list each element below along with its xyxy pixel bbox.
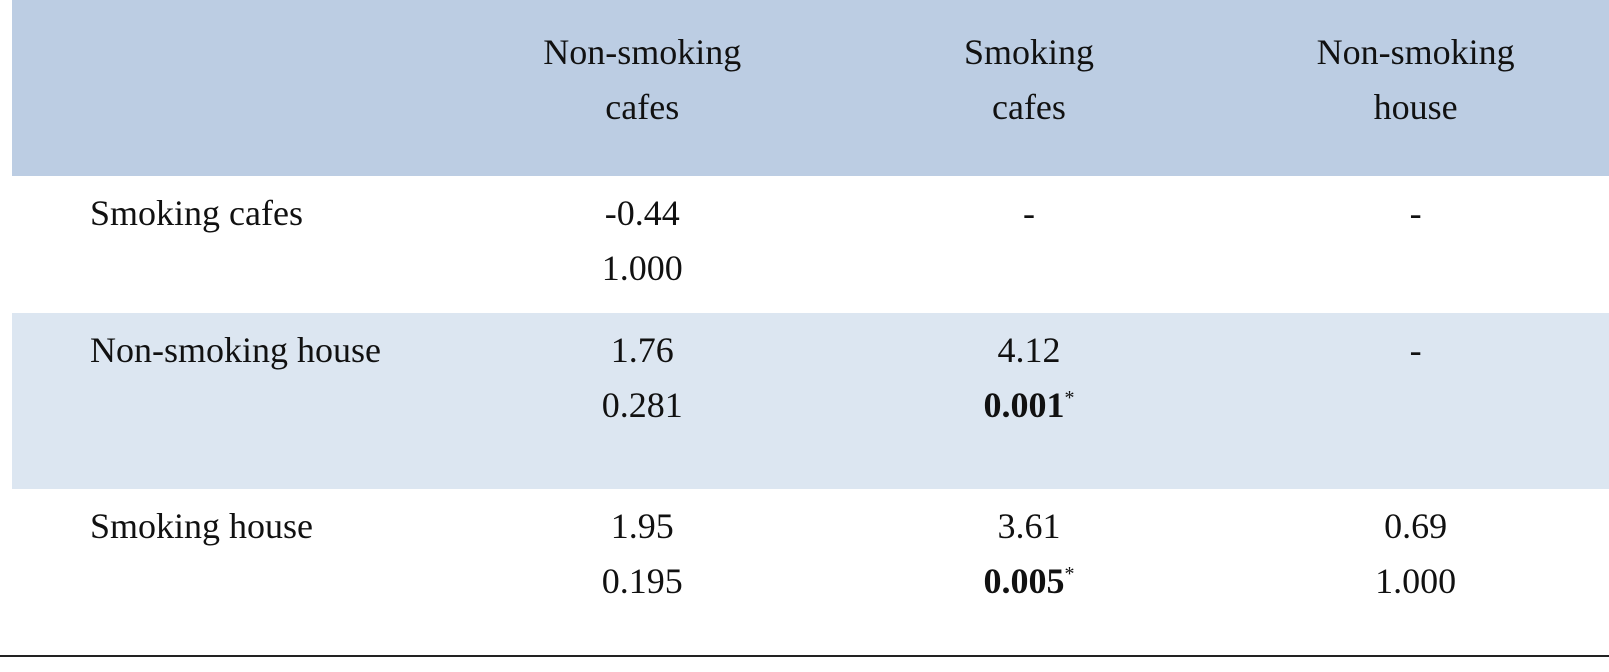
header-line: house — [1373, 87, 1458, 127]
table-cell: 1.76 0.281 — [449, 313, 836, 489]
table-row-smoking-house: Smoking house 1.95 0.195 3.61 0.005* 0.6… — [12, 489, 1609, 654]
table-row-smoking-cafes: Smoking cafes -0.44 1.000 - - — [12, 176, 1609, 313]
table-bottom-rule — [0, 655, 1609, 657]
significant-p-value: 0.005 — [983, 561, 1065, 601]
cell-p-value: 0.195 — [601, 561, 683, 601]
cell-p-value: 0.281 — [601, 385, 683, 425]
table-cell: - — [1222, 313, 1609, 489]
header-line: Smoking — [963, 32, 1094, 72]
header-line: cafes — [605, 87, 680, 127]
significance-marker: * — [1064, 563, 1075, 585]
table-cell: -0.44 1.000 — [449, 176, 836, 313]
cell-p-value-significant: 0.001* — [836, 378, 1223, 433]
cell-value: 1.76 — [610, 330, 674, 370]
table-cell: 4.12 0.001* — [836, 313, 1223, 489]
header-line: cafes — [991, 87, 1066, 127]
cell-p-value: 1.000 — [601, 248, 683, 288]
row-label: Smoking house — [90, 506, 314, 546]
cell-value: 0.69 — [1384, 506, 1448, 546]
header-row-label — [12, 0, 449, 176]
cell-p-value-significant: 0.005* — [836, 554, 1223, 609]
table-header-row: Non-smoking cafes Smoking cafes Non-smok… — [12, 0, 1609, 176]
cell-value: - — [1409, 330, 1422, 370]
header-non-smoking-cafes: Non-smoking cafes — [449, 0, 836, 176]
table-cell: 1.95 0.195 — [449, 489, 836, 654]
cell-value: - — [1022, 193, 1035, 233]
significant-p-value: 0.001 — [983, 385, 1065, 425]
header-smoking-cafes: Smoking cafes — [836, 0, 1223, 176]
header-line: Non-smoking — [1316, 32, 1515, 72]
table-row-non-smoking-house: Non-smoking house 1.76 0.281 4.12 0.001*… — [12, 313, 1609, 489]
header-line: Non-smoking — [543, 32, 742, 72]
cell-value: 4.12 — [997, 330, 1061, 370]
header-non-smoking-house: Non-smoking house — [1222, 0, 1609, 176]
table-cell: - — [836, 176, 1223, 313]
table-cell: - — [1222, 176, 1609, 313]
significance-marker: * — [1064, 387, 1075, 409]
comparison-table: Non-smoking cafes Smoking cafes Non-smok… — [12, 0, 1609, 654]
row-label: Smoking cafes — [90, 193, 303, 233]
cell-value: 3.61 — [997, 506, 1061, 546]
table-cell: 3.61 0.005* — [836, 489, 1223, 654]
table-cell: 0.69 1.000 — [1222, 489, 1609, 654]
cell-value: -0.44 — [604, 193, 680, 233]
row-label: Non-smoking house — [90, 330, 381, 370]
cell-value: - — [1409, 193, 1422, 233]
cell-p-value: 1.000 — [1375, 561, 1457, 601]
cell-value: 1.95 — [610, 506, 674, 546]
